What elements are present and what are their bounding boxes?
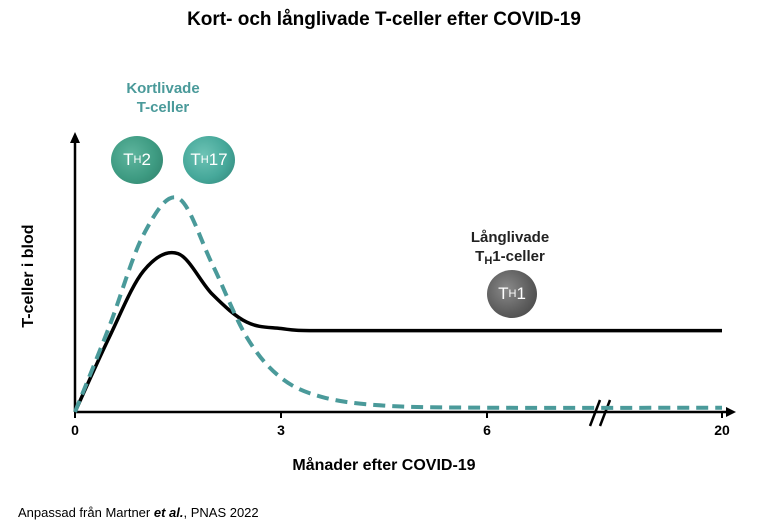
long-lived-tail: 1-celler	[492, 248, 545, 265]
short-lived-line-1: Kortlivade	[126, 80, 200, 97]
x-tick-label-3: 3	[277, 422, 285, 438]
x-tick-label-20: 20	[714, 422, 730, 438]
y-axis-arrowhead	[70, 132, 80, 143]
long-lived-line-1: Långlivade	[470, 229, 550, 246]
x-axis-label: Månader efter COVID-19	[292, 457, 476, 474]
x-tick-label-0: 0	[71, 422, 79, 438]
long-lived-annotation: Långlivade TH1-celler	[430, 228, 590, 268]
series-line-short-lived	[73, 195, 723, 413]
chart-title: Kort- och långlivade T-celler efter COVI…	[187, 9, 581, 30]
x-axis-arrowhead	[726, 407, 736, 417]
long-lived-line-2: TH1-celler	[430, 247, 590, 268]
axis-break-mark-1	[588, 399, 602, 427]
th17-cell-t: T	[190, 150, 201, 169]
y-axis-label: T-celler i blod	[20, 224, 37, 328]
series-line-long-lived	[73, 250, 722, 413]
th2-cell-t: T	[123, 150, 134, 169]
th1-cell-sub: H	[508, 288, 517, 300]
citation-after: , PNAS 2022	[183, 505, 259, 520]
citation-etal: et al.	[153, 505, 184, 520]
x-tick-label-6: 6	[483, 422, 491, 438]
source-citation: Anpassad från Martner et al., PNAS 2022	[18, 505, 259, 520]
th2-cell-num: 2	[141, 150, 151, 169]
th17-cell-icon: T H 17	[183, 136, 235, 184]
axis-break-mark-2	[598, 399, 612, 427]
citation-before: Anpassad från Martner	[18, 505, 154, 520]
short-lived-annotation: Kortlivade T-celler	[98, 79, 228, 117]
th1-cell-t: T	[498, 284, 509, 303]
short-lived-line-2: T-celler	[136, 99, 190, 116]
th2-cell-sub: H	[133, 154, 142, 166]
long-lived-sub-h: H	[484, 255, 493, 267]
th1-cell-num: 1	[516, 284, 526, 303]
long-lived-t: T	[475, 248, 485, 265]
th17-cell-sub: H	[200, 154, 209, 166]
th17-cell-num: 17	[208, 150, 228, 169]
